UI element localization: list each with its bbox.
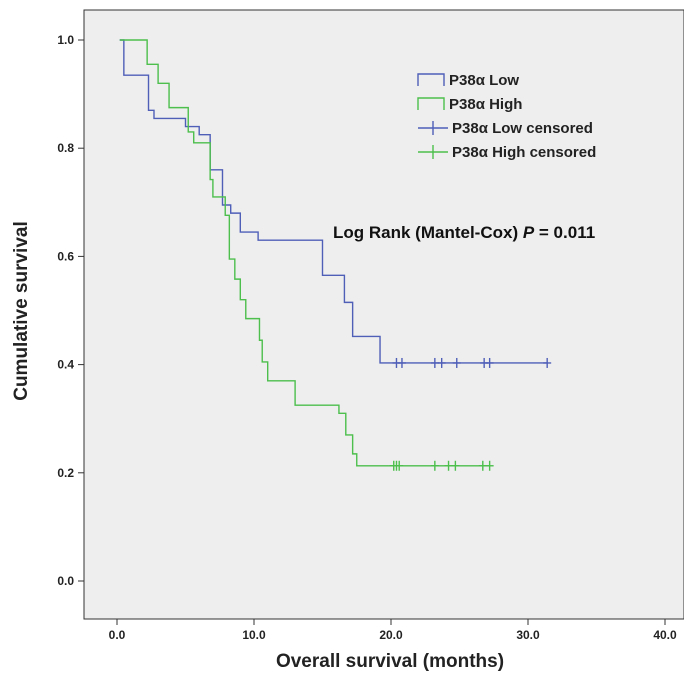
x-tick-label: 40.0 xyxy=(653,628,677,642)
plot-area xyxy=(83,9,684,620)
x-axis-title: Overall survival (months) xyxy=(276,651,504,672)
x-tick-label: 10.0 xyxy=(242,628,266,642)
legend-symbol xyxy=(418,121,448,135)
censor-mark-low xyxy=(430,357,439,368)
x-tick-label: 20.0 xyxy=(379,628,403,642)
legend-item-high-censor: P38α High censored xyxy=(418,144,596,161)
censor-mark-high xyxy=(444,460,453,471)
x-axis: 0.0 10.0 20.0 30.0 40.0 xyxy=(109,619,677,642)
y-tick-label: 0.4 xyxy=(57,358,74,372)
survival-curve-low xyxy=(119,39,548,364)
censor-mark-high xyxy=(430,460,439,471)
y-tick-label: 0.2 xyxy=(57,466,74,480)
legend-item-low-line: P38α Low xyxy=(417,72,519,89)
y-tick-label: 0.6 xyxy=(57,249,74,263)
y-axis: 0.0 0.2 0.4 0.6 0.8 1.0 xyxy=(57,33,84,588)
annotation-prefix: Log Rank (Mantel-Cox) xyxy=(333,223,523,242)
annotation-p-symbol: P xyxy=(523,223,535,242)
log-rank-annotation: Log Rank (Mantel-Cox) P = 0.011 xyxy=(333,223,595,242)
y-axis-title: Cumulative survival xyxy=(11,221,32,401)
x-tick-label: 30.0 xyxy=(516,628,540,642)
censor-mark-low xyxy=(437,357,446,368)
annotation-suffix: = 0.011 xyxy=(534,223,595,242)
y-tick-label: 0.8 xyxy=(57,141,74,155)
censor-mark-low xyxy=(485,357,494,368)
censor-mark-low xyxy=(543,357,552,368)
censor-mark-high xyxy=(395,460,404,471)
legend-label: P38α High xyxy=(449,96,522,113)
censor-mark-high xyxy=(478,460,487,471)
x-tick-label: 0.0 xyxy=(109,628,126,642)
y-tick-label: 0.0 xyxy=(57,574,74,588)
legend: P38α Low P38α High P38α Low censored P38α H… xyxy=(417,72,596,161)
series-layer xyxy=(119,39,552,471)
legend-label: P38α Low censored xyxy=(452,120,593,137)
censor-mark-high xyxy=(485,460,494,471)
legend-label: P38α Low xyxy=(449,72,519,89)
legend-symbol xyxy=(417,73,445,86)
legend-item-low-censor: P38α Low censored xyxy=(418,120,593,137)
legend-label: P38α High censored xyxy=(452,144,596,161)
legend-item-high-line: P38α High xyxy=(417,96,522,113)
censor-mark-low xyxy=(452,357,461,368)
censor-mark-high xyxy=(451,460,460,471)
y-tick-label: 1.0 xyxy=(57,33,74,47)
survival-curve-high xyxy=(119,39,490,467)
legend-symbol xyxy=(417,97,445,110)
censor-mark-low xyxy=(397,357,406,368)
legend-symbol xyxy=(418,145,448,159)
